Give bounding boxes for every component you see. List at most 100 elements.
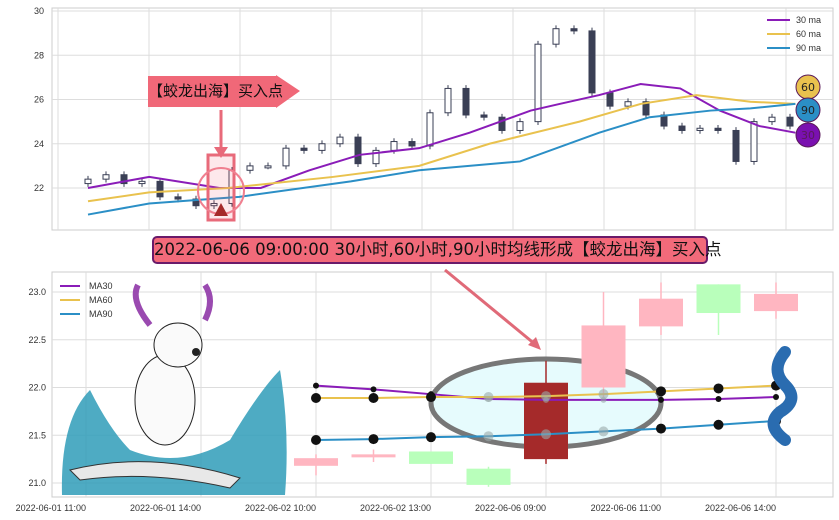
top-candle-body — [372, 149, 380, 165]
surfing-dog-illustration — [61, 283, 287, 495]
buy-triangle-icon — [214, 203, 228, 216]
top-candle-body — [444, 87, 452, 114]
top-plot-area — [51, 7, 834, 231]
top-candle-body — [498, 116, 506, 131]
legend-label-60ma: 60 ma — [796, 29, 821, 39]
legend-label-ma60: MA60 — [89, 295, 113, 305]
bottom-ma30-point — [715, 395, 722, 402]
bottom-candle-body — [639, 298, 683, 327]
bottom-candle-body — [409, 451, 453, 464]
bottom-candle-body — [351, 454, 396, 458]
dragon-body — [767, 346, 798, 446]
top-ma30-line — [87, 82, 796, 189]
top-candle-body — [354, 136, 362, 165]
top-y-tick-label: 28 — [34, 50, 44, 60]
bottom-ma60-point — [426, 392, 436, 403]
bottom-x-tick-label: 2022-06-02 10:00 — [245, 503, 316, 513]
top-candle-body — [588, 30, 596, 94]
top-candle-body — [462, 87, 470, 116]
top-candle-body — [210, 202, 218, 207]
bottom-legend: MA30 MA60 MA90 — [60, 281, 113, 319]
dragon-horns — [132, 283, 213, 327]
top-candle-body — [300, 147, 308, 151]
ma-badges: 60 90 30 — [795, 74, 821, 148]
bottom-candle-body — [754, 293, 798, 312]
bottom-ma90-point — [713, 419, 724, 430]
top-candle-body — [318, 143, 326, 151]
bottom-ma60-point — [713, 383, 724, 394]
top-candle-body — [624, 101, 632, 107]
bottom-ma30-point — [658, 396, 664, 403]
top-candle-body — [426, 112, 434, 147]
legend-label-ma30: MA30 — [89, 281, 113, 291]
buy-point-tag: 【蛟龙出海】买入点 — [148, 76, 283, 107]
top-candle-body — [138, 180, 146, 185]
top-candle-body — [156, 180, 164, 198]
bottom-zoom-chart: 23.0 22.5 22.0 21.5 21.0 2022-06-01 11:00 2022… — [16, 268, 834, 513]
bottom-ma30-point — [313, 382, 319, 389]
bottom-ma90-point — [483, 431, 494, 442]
top-candle-body — [786, 116, 794, 127]
top-candle-body — [246, 165, 254, 171]
top-y-tick-label: 24 — [34, 139, 44, 149]
top-candle-body — [642, 101, 650, 116]
top-legend: 30 ma 60 ma 90 ma — [767, 15, 821, 53]
top-y-tick-label: 22 — [34, 183, 44, 193]
surfboard — [69, 461, 241, 489]
bottom-candle-body — [696, 284, 741, 314]
top-y-tick-label: 30 — [34, 6, 44, 16]
down-arrow-head — [214, 147, 228, 158]
bottom-x-tick-label: 2022-06-02 13:00 — [360, 503, 431, 513]
bottom-ma90-point — [368, 434, 379, 445]
top-candle-body — [480, 114, 488, 118]
tag-arrow-head — [276, 75, 300, 108]
legend-label-ma90: MA90 — [89, 309, 113, 319]
bottom-ma90-point — [541, 429, 551, 440]
top-candle-body — [264, 165, 272, 169]
bottom-ma60-point — [656, 386, 666, 397]
badge-90 — [795, 97, 821, 123]
top-candle-body — [732, 129, 740, 162]
bottom-x-tick-label: 2022-06-01 14:00 — [130, 503, 201, 513]
bottom-y-tick-label: 22.5 — [28, 335, 46, 345]
bottom-x-tick-label: 2022-06-06 09:00 — [475, 503, 546, 513]
banner-arrow-head — [528, 337, 541, 350]
top-candle-body — [516, 121, 524, 131]
bottom-ma60-point — [483, 392, 494, 403]
dog-nose — [192, 348, 200, 356]
dog-head — [153, 322, 203, 368]
bottom-y-tick-label: 21.5 — [28, 430, 46, 440]
signal-banner: 2022-06-06 09:00:00 30小时,60小时,90小时均线形成【蛟… — [152, 236, 721, 264]
top-candle-body — [606, 92, 614, 107]
bottom-ma60-point — [368, 393, 379, 404]
top-candle-body — [84, 178, 92, 185]
badge-30 — [795, 122, 821, 148]
dragon-illustration — [767, 346, 798, 446]
bottom-candle-body — [581, 325, 626, 388]
top-price-chart: 30 28 26 24 22 30 ma 60 ma 90 ma 60 90 30 — [34, 6, 834, 231]
top-candle-body — [696, 127, 704, 131]
bottom-ma90-point — [656, 423, 666, 434]
dog-body — [134, 354, 196, 446]
badge-30-label: 30 — [801, 129, 815, 142]
badge-60-label: 60 — [801, 81, 815, 94]
bottom-ma60-point — [541, 391, 551, 402]
top-candle-body — [552, 28, 560, 45]
top-candle-body — [102, 174, 110, 180]
banner-arrow-shaft — [444, 268, 537, 347]
top-candle-body — [390, 141, 398, 151]
legend-label-90ma: 90 ma — [796, 43, 821, 53]
top-candle-body — [534, 43, 542, 123]
bottom-ma90-point — [426, 432, 436, 443]
top-candle-body — [750, 121, 758, 162]
top-candle-body — [120, 174, 128, 185]
bottom-y-tick-label: 23.0 — [28, 287, 46, 297]
top-candle-body — [336, 136, 344, 145]
top-candle-body — [570, 28, 578, 32]
bottom-ma60-point — [598, 389, 609, 400]
bottom-ma30-point — [370, 386, 377, 393]
bottom-x-tick-label: 2022-06-06 14:00 — [705, 503, 776, 513]
top-candle-body — [678, 125, 686, 131]
top-candle-body — [408, 141, 416, 147]
